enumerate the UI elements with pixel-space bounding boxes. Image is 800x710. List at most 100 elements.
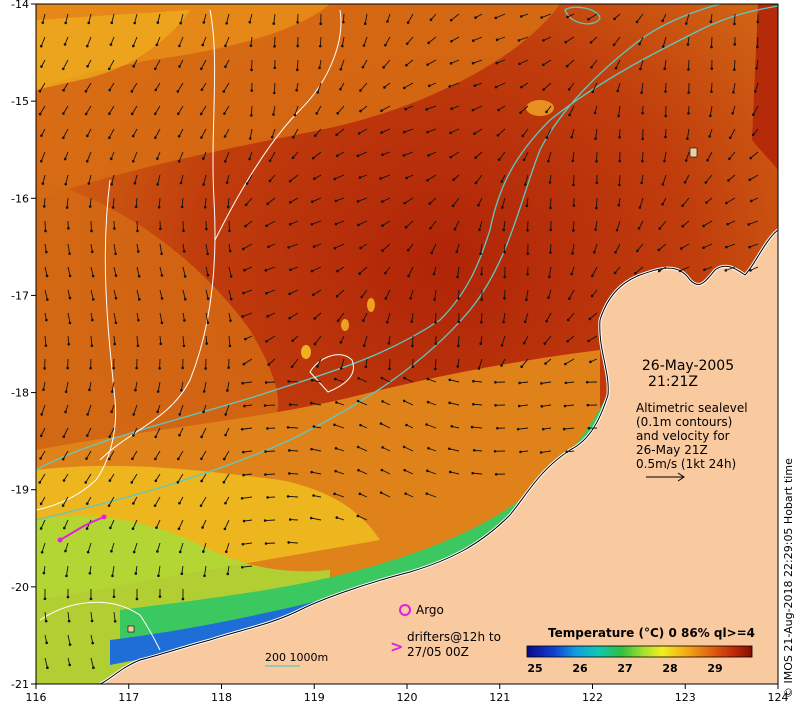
velocity-arrow <box>750 151 759 159</box>
velocity-arrow-head <box>383 86 386 89</box>
velocity-arrow <box>456 243 460 252</box>
velocity-arrow <box>89 381 92 390</box>
velocity-arrow-head <box>335 133 338 137</box>
velocity-arrow <box>685 151 690 161</box>
colorbar-ticks: 25 26 27 28 29 <box>527 662 722 675</box>
velocity-arrow <box>403 151 414 156</box>
velocity-arrow <box>568 289 575 299</box>
velocity-arrow <box>450 151 460 158</box>
map-plot-area <box>36 4 778 684</box>
velocity-arrow-head <box>90 250 94 254</box>
velocity-arrow <box>710 82 713 92</box>
velocity-arrow <box>357 197 368 202</box>
colorbar-tick-label: 28 <box>662 662 677 675</box>
velocity-arrow-head <box>42 388 45 391</box>
velocity-arrow-head <box>240 496 244 500</box>
velocity-arrow <box>201 128 207 138</box>
velocity-arrow-head <box>520 85 523 89</box>
velocity-arrow-head <box>202 157 205 160</box>
velocity-arrow-head <box>548 275 551 279</box>
velocity-arrow-head <box>336 112 339 115</box>
velocity-arrow <box>362 312 368 321</box>
velocity-arrow <box>244 266 253 271</box>
velocity-arrow-head <box>640 91 643 94</box>
velocity-arrow-head <box>86 413 89 416</box>
velocity-arrow-head <box>426 400 430 404</box>
velocity-arrow-head <box>132 413 135 416</box>
velocity-arrow-head <box>200 88 204 91</box>
velocity-arrow <box>44 634 48 643</box>
velocity-arrow <box>177 82 184 92</box>
velocity-arrow <box>449 402 460 406</box>
drifter-point <box>101 514 107 520</box>
velocity-arrow <box>497 128 506 136</box>
velocity-arrow <box>289 289 299 295</box>
velocity-arrow <box>113 611 116 622</box>
velocity-arrow-head <box>381 200 384 203</box>
velocity-arrow-head <box>137 274 141 278</box>
velocity-arrow <box>749 174 759 181</box>
velocity-arrow-head <box>540 405 544 408</box>
velocity-arrow <box>365 358 368 367</box>
velocity-arrow <box>495 82 506 88</box>
velocity-arrow-head <box>202 21 206 24</box>
velocity-arrow-head <box>450 39 453 43</box>
velocity-arrow <box>381 105 391 112</box>
velocity-arrow-head <box>333 423 336 427</box>
velocity-arrow-head <box>132 502 135 505</box>
velocity-arrow-head <box>202 390 206 393</box>
velocity-arrow <box>548 266 552 277</box>
velocity-arrow <box>480 335 483 344</box>
velocity-arrow-head <box>541 427 545 431</box>
velocity-arrow-head <box>473 84 477 87</box>
velocity-arrow-head <box>44 344 48 347</box>
velocity-arrow-head <box>85 44 89 48</box>
velocity-arrow-head <box>710 67 714 70</box>
velocity-arrow-head <box>312 245 316 248</box>
velocity-arrow <box>546 312 552 322</box>
velocity-arrow-head <box>87 21 91 25</box>
velocity-arrow-head <box>407 274 410 278</box>
velocity-arrow <box>89 197 92 207</box>
velocity-arrow <box>473 380 483 383</box>
velocity-arrow <box>364 13 368 24</box>
velocity-arrow-head <box>249 114 253 117</box>
velocity-arrow <box>316 358 322 367</box>
velocity-arrow-head <box>199 67 203 71</box>
velocity-arrow-head <box>64 182 68 186</box>
velocity-arrow <box>543 82 552 90</box>
velocity-arrow-head <box>542 88 545 91</box>
velocity-arrow <box>360 82 368 91</box>
velocity-arrow <box>405 105 414 110</box>
velocity-arrow-head <box>155 526 158 529</box>
velocity-arrow-head <box>381 224 384 227</box>
velocity-arrow-head <box>310 222 314 226</box>
velocity-arrow <box>291 358 299 367</box>
velocity-arrow-head <box>564 381 568 385</box>
velocity-arrow <box>336 128 345 136</box>
velocity-arrow <box>407 13 414 23</box>
altimetry-note: Altimetric sealevel (0.1m contours) and … <box>636 401 748 482</box>
velocity-arrow-head <box>38 112 42 116</box>
velocity-arrow-head <box>68 663 72 667</box>
velocity-arrow <box>639 59 644 70</box>
velocity-arrow-head <box>664 90 667 93</box>
velocity-arrow <box>179 427 184 436</box>
velocity-arrow <box>428 151 437 156</box>
velocity-arrow-head <box>449 62 453 65</box>
velocity-arrow <box>638 220 644 229</box>
velocity-arrow-head <box>288 472 291 475</box>
velocity-arrow-head <box>92 666 95 670</box>
velocity-arrow-head <box>426 63 429 66</box>
argo-legend: Argo <box>399 603 444 617</box>
velocity-arrow <box>665 128 667 138</box>
velocity-arrow <box>382 151 391 156</box>
velocity-arrow <box>521 358 529 367</box>
velocity-arrow-head <box>265 339 268 343</box>
velocity-arrow-head <box>705 201 708 204</box>
velocity-arrow <box>66 565 69 576</box>
velocity-arrow-head <box>272 113 275 116</box>
velocity-arrow-head <box>273 45 276 48</box>
velocity-arrow-head <box>85 527 89 530</box>
velocity-arrow-head <box>154 88 158 92</box>
